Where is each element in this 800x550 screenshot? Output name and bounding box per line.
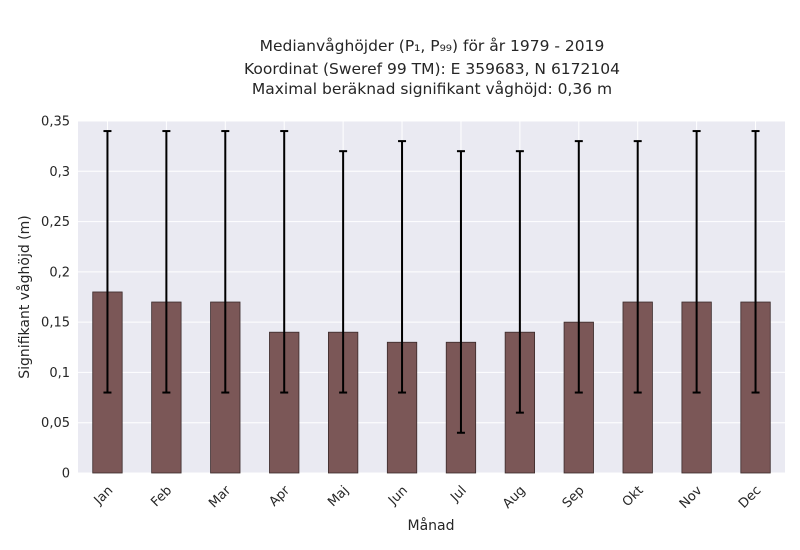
errorbar-apr bbox=[280, 130, 289, 394]
errorbar-aug bbox=[515, 150, 524, 414]
x-tick-label-sep: Sep bbox=[560, 483, 588, 511]
y-tick-label: 0,2 bbox=[49, 265, 70, 280]
errorbar-feb bbox=[162, 130, 171, 394]
y-tick-label: 0,35 bbox=[41, 115, 70, 130]
x-tick-label-feb: Feb bbox=[148, 483, 175, 510]
y-tick-label: 0,05 bbox=[41, 416, 70, 431]
y-tick-label: 0,15 bbox=[41, 316, 70, 331]
x-tick-label-okt: Okt bbox=[620, 483, 647, 510]
chart-title-line-2: Koordinat (Sweref 99 TM): E 359683, N 61… bbox=[244, 60, 620, 78]
x-tick-label-apr: Apr bbox=[267, 483, 294, 510]
x-tick-label-maj: Maj bbox=[325, 483, 352, 510]
y-axis-label: Signifikant våghöjd (m) bbox=[16, 215, 33, 378]
errorbar-maj bbox=[339, 150, 348, 394]
x-tick-label-mar: Mar bbox=[206, 483, 234, 511]
chart-title-line-1: Medianvåghöjder (P₁, P₉₉) för år 1979 - … bbox=[260, 37, 605, 55]
errorbar-dec bbox=[751, 130, 760, 394]
errorbar-okt bbox=[633, 140, 642, 394]
x-tick-label-nov: Nov bbox=[677, 483, 706, 512]
y-tick-label: 0,25 bbox=[41, 215, 70, 230]
bar-maj bbox=[327, 331, 359, 474]
errorbar-sep bbox=[574, 140, 583, 394]
x-tick-label-dec: Dec bbox=[736, 483, 764, 511]
errorbar-jan bbox=[103, 130, 112, 394]
errorbar-jul bbox=[456, 150, 465, 434]
x-tick-label-jun: Jun bbox=[385, 483, 411, 509]
y-tick-label: 0,3 bbox=[49, 165, 70, 180]
chart-title-line-3: Maximal beräknad signifikant våghöjd: 0,… bbox=[252, 80, 612, 98]
errorbar-jun bbox=[398, 140, 407, 394]
x-tick-label-aug: Aug bbox=[500, 483, 529, 512]
errorbar-nov bbox=[692, 130, 701, 394]
x-tick-label-jan: Jan bbox=[91, 483, 116, 508]
y-tick-label: 0,1 bbox=[49, 366, 70, 381]
x-tick-label-jul: Jul bbox=[447, 483, 469, 505]
y-tick-label: 0 bbox=[62, 467, 70, 482]
bar-apr bbox=[269, 331, 300, 474]
plot-area bbox=[78, 121, 785, 473]
errorbar-mar bbox=[221, 130, 230, 394]
x-axis-label: Månad bbox=[408, 517, 455, 534]
